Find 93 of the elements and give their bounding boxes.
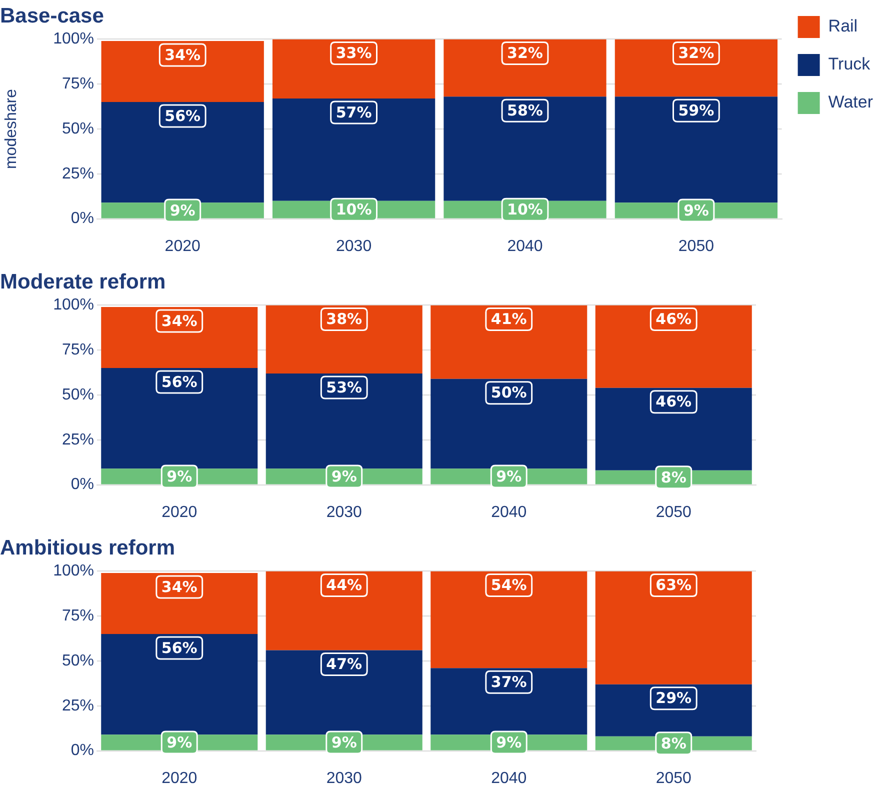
data-label: 9% bbox=[683, 201, 709, 220]
bar bbox=[430, 571, 588, 668]
chart-title: Moderate reform bbox=[0, 270, 166, 294]
data-label: 57% bbox=[336, 103, 372, 122]
data-label: 56% bbox=[161, 638, 198, 657]
y-tick-label: 100% bbox=[53, 562, 94, 580]
x-tick-label: 2040 bbox=[491, 504, 527, 521]
y-tick-label: 0% bbox=[70, 210, 94, 228]
data-label: 50% bbox=[490, 384, 527, 402]
bar bbox=[266, 650, 422, 735]
data-label: 9% bbox=[331, 467, 357, 486]
bar bbox=[101, 572, 258, 634]
chart-title: Ambitious reform bbox=[0, 536, 176, 560]
bar bbox=[595, 305, 752, 388]
bar bbox=[430, 378, 588, 469]
x-tick-label: 2020 bbox=[164, 238, 200, 255]
bar bbox=[266, 305, 422, 374]
data-label: 34% bbox=[161, 578, 198, 596]
bar bbox=[614, 39, 778, 97]
data-label: 9% bbox=[496, 733, 522, 752]
y-tick-label: 25% bbox=[62, 165, 94, 182]
data-label: 8% bbox=[660, 734, 686, 752]
x-tick-label: 2050 bbox=[656, 770, 692, 787]
y-tick-label: 25% bbox=[62, 697, 94, 714]
data-label: 33% bbox=[336, 44, 372, 62]
y-tick-label: 0% bbox=[70, 476, 94, 494]
data-label: 32% bbox=[507, 44, 543, 62]
bar bbox=[266, 571, 422, 650]
data-label: 58% bbox=[507, 102, 543, 120]
data-label: 10% bbox=[507, 200, 543, 218]
y-tick-label: 75% bbox=[62, 342, 94, 359]
legend-label: Truck bbox=[828, 54, 871, 74]
x-tick-label: 2020 bbox=[162, 770, 198, 787]
data-label: 56% bbox=[161, 372, 198, 391]
data-label: 29% bbox=[656, 689, 692, 708]
bar bbox=[430, 668, 588, 735]
bar bbox=[614, 96, 778, 203]
y-tick-label: 75% bbox=[62, 76, 94, 93]
data-label: 9% bbox=[166, 733, 192, 752]
x-tick-label: 2040 bbox=[491, 770, 527, 787]
data-label: 54% bbox=[490, 576, 527, 594]
y-tick-label: 100% bbox=[53, 296, 94, 314]
bar bbox=[272, 98, 436, 201]
data-label: 8% bbox=[660, 468, 686, 486]
legend-label: Water bbox=[828, 92, 874, 112]
bar bbox=[101, 40, 264, 102]
data-label: 63% bbox=[656, 576, 692, 594]
bar bbox=[101, 634, 258, 735]
data-label: 46% bbox=[656, 392, 692, 411]
data-label: 53% bbox=[326, 378, 362, 396]
x-tick-label: 2040 bbox=[507, 238, 543, 255]
x-tick-label: 2050 bbox=[656, 504, 692, 521]
y-tick-label: 0% bbox=[70, 742, 94, 760]
y-axis-title: modeshare bbox=[3, 88, 20, 170]
data-label: 38% bbox=[326, 310, 362, 328]
x-tick-label: 2030 bbox=[326, 504, 362, 521]
data-label: 9% bbox=[331, 733, 357, 752]
data-label: 34% bbox=[164, 46, 201, 64]
bar bbox=[266, 373, 422, 469]
legend-label: Rail bbox=[828, 16, 858, 36]
y-tick-label: 100% bbox=[53, 30, 94, 48]
data-label: 46% bbox=[656, 310, 692, 328]
y-tick-label: 50% bbox=[62, 386, 94, 404]
data-label: 37% bbox=[490, 673, 527, 692]
data-label: 9% bbox=[496, 467, 522, 486]
y-tick-label: 25% bbox=[62, 431, 94, 448]
bar bbox=[595, 571, 752, 684]
data-label: 41% bbox=[490, 310, 527, 328]
data-label: 32% bbox=[678, 44, 714, 62]
x-tick-label: 2050 bbox=[678, 238, 714, 255]
bar bbox=[430, 305, 588, 379]
bar bbox=[101, 368, 258, 469]
x-tick-label: 2030 bbox=[326, 770, 362, 787]
data-label: 34% bbox=[161, 312, 198, 330]
bar bbox=[444, 39, 606, 97]
data-label: 9% bbox=[166, 467, 192, 486]
bar bbox=[101, 102, 264, 203]
y-tick-label: 50% bbox=[62, 120, 94, 138]
bar bbox=[101, 306, 258, 368]
bar bbox=[595, 388, 752, 470]
data-label: 44% bbox=[326, 576, 362, 594]
data-label: 9% bbox=[170, 201, 196, 220]
y-tick-label: 75% bbox=[62, 608, 94, 625]
data-label: 47% bbox=[326, 655, 362, 674]
y-tick-label: 50% bbox=[62, 652, 94, 670]
data-label: 56% bbox=[164, 106, 201, 125]
x-tick-label: 2020 bbox=[162, 504, 198, 521]
data-label: 10% bbox=[336, 200, 372, 218]
bar bbox=[272, 39, 436, 98]
x-tick-label: 2030 bbox=[336, 238, 372, 255]
chart-title: Base-case bbox=[0, 4, 104, 28]
bar bbox=[444, 96, 606, 201]
data-label: 59% bbox=[678, 102, 714, 120]
